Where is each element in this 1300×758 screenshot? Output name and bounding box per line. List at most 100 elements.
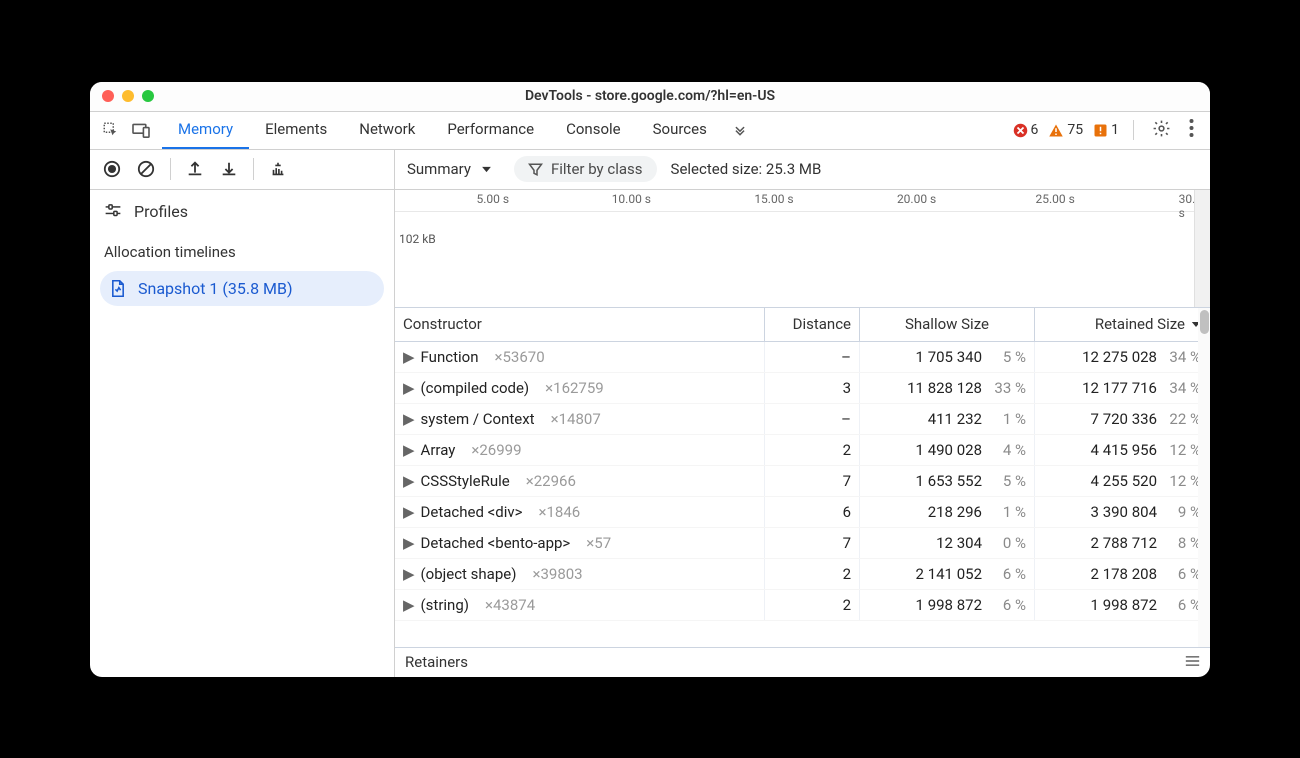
- constructor-name: (compiled code): [421, 379, 530, 397]
- shallow-size-cell: 218 2961 %: [860, 497, 1035, 527]
- view-dropdown[interactable]: Summary: [407, 160, 500, 178]
- table-row[interactable]: ▶CSSStyleRule×2296671 653 5525 %4 255 52…: [395, 466, 1210, 497]
- distance-cell: 3: [765, 373, 860, 403]
- clear-icon[interactable]: [132, 155, 160, 183]
- expand-icon[interactable]: ▶: [403, 596, 415, 614]
- allocation-timeline-chart[interactable]: 5.00 s10.00 s15.00 s20.00 s25.00 s30.00 …: [395, 190, 1210, 308]
- table-row[interactable]: ▶(string)×4387421 998 8726 %1 998 8726 %: [395, 590, 1210, 621]
- titlebar: DevTools - store.google.com/?hl=en-US: [90, 82, 1210, 112]
- minimize-window-icon[interactable]: [122, 90, 134, 102]
- shallow-size-cell: 11 828 12833 %: [860, 373, 1035, 403]
- table-scrollbar[interactable]: [1198, 308, 1210, 647]
- snapshot-item[interactable]: Snapshot 1 (35.8 MB): [100, 271, 384, 306]
- warning-count: 75: [1067, 122, 1083, 138]
- header-retained-label: Retained Size: [1095, 315, 1185, 333]
- shallow-size-cell: 12 3040 %: [860, 528, 1035, 558]
- shallow-size-cell: 2 141 0526 %: [860, 559, 1035, 589]
- retained-size-cell: 12 275 02834 %: [1035, 342, 1210, 372]
- shallow-size-cell: 1 490 0284 %: [860, 435, 1035, 465]
- tab-memory[interactable]: Memory: [162, 112, 249, 149]
- tab-elements[interactable]: Elements: [249, 112, 343, 149]
- expand-icon[interactable]: ▶: [403, 379, 415, 397]
- window-title: DevTools - store.google.com/?hl=en-US: [90, 88, 1210, 104]
- instance-count: ×39803: [532, 565, 582, 583]
- record-icon[interactable]: [98, 155, 126, 183]
- warning-count-badge[interactable]: 75: [1048, 122, 1083, 138]
- kebab-menu-icon[interactable]: [1185, 119, 1198, 141]
- view-dropdown-label: Summary: [407, 160, 471, 178]
- expand-icon[interactable]: ▶: [403, 472, 415, 490]
- tab-sources[interactable]: Sources: [637, 112, 723, 149]
- header-retained-size[interactable]: Retained Size: [1035, 308, 1210, 341]
- timeline-bars: [395, 212, 1192, 307]
- constructor-name: (object shape): [421, 565, 517, 583]
- tab-network[interactable]: Network: [343, 112, 431, 149]
- class-filter-placeholder: Filter by class: [551, 160, 643, 178]
- constructor-name: system / Context: [421, 410, 535, 428]
- snapshot-label: Snapshot 1 (35.8 MB): [138, 279, 293, 298]
- tab-console[interactable]: Console: [550, 112, 637, 149]
- expand-icon[interactable]: ▶: [403, 348, 415, 366]
- constructor-table: Constructor Distance Shallow Size Retain…: [395, 308, 1210, 647]
- distance-cell: 6: [765, 497, 860, 527]
- instance-count: ×53670: [494, 348, 544, 366]
- error-count-badge[interactable]: 6: [1013, 122, 1039, 138]
- timeline-scrollbar[interactable]: [1194, 190, 1210, 307]
- table-row[interactable]: ▶system / Context×14807–411 2321 %7 720 …: [395, 404, 1210, 435]
- tab-performance[interactable]: Performance: [431, 112, 550, 149]
- table-row[interactable]: ▶Function×53670–1 705 3405 %12 275 02834…: [395, 342, 1210, 373]
- save-profile-icon[interactable]: [215, 155, 243, 183]
- retainers-menu-icon[interactable]: [1185, 653, 1200, 671]
- settings-gear-icon[interactable]: [1148, 119, 1175, 142]
- expand-icon[interactable]: ▶: [403, 503, 415, 521]
- table-row[interactable]: ▶(compiled code)×162759311 828 12833 %12…: [395, 373, 1210, 404]
- shallow-size-cell: 411 2321 %: [860, 404, 1035, 434]
- retained-size-cell: 4 255 52012 %: [1035, 466, 1210, 496]
- constructor-name: Function: [421, 348, 479, 366]
- timeline-ruler: 5.00 s10.00 s15.00 s20.00 s25.00 s30.00 …: [395, 190, 1210, 212]
- constructor-name: Detached <div>: [421, 503, 523, 521]
- retained-size-cell: 2 788 7128 %: [1035, 528, 1210, 558]
- distance-cell: –: [765, 342, 860, 372]
- distance-cell: 2: [765, 435, 860, 465]
- devtools-window: DevTools - store.google.com/?hl=en-US Me…: [90, 82, 1210, 677]
- table-row[interactable]: ▶Array×2699921 490 0284 %4 415 95612 %: [395, 435, 1210, 466]
- instance-count: ×43874: [485, 596, 535, 614]
- inspect-element-icon[interactable]: [96, 112, 126, 149]
- zoom-window-icon[interactable]: [142, 90, 154, 102]
- main-panel: Summary Filter by class Selected size: 2…: [395, 150, 1210, 677]
- device-toolbar-icon[interactable]: [126, 112, 156, 149]
- constructor-name: Detached <bento-app>: [421, 534, 571, 552]
- issue-count-badge[interactable]: 1: [1093, 122, 1119, 138]
- instance-count: ×26999: [471, 441, 521, 459]
- expand-icon[interactable]: ▶: [403, 410, 415, 428]
- load-profile-icon[interactable]: [181, 155, 209, 183]
- timeline-tick: 15.00 s: [754, 192, 793, 206]
- instance-count: ×14807: [551, 410, 601, 428]
- retainers-panel-header[interactable]: Retainers: [395, 647, 1210, 677]
- expand-icon[interactable]: ▶: [403, 565, 415, 583]
- retained-size-cell: 3 390 8049 %: [1035, 497, 1210, 527]
- more-tabs-icon[interactable]: [723, 112, 757, 149]
- timeline-tick: 10.00 s: [612, 192, 651, 206]
- expand-icon[interactable]: ▶: [403, 441, 415, 459]
- file-icon: [110, 279, 126, 298]
- filter-icon: [528, 162, 543, 177]
- header-distance[interactable]: Distance: [765, 308, 860, 341]
- header-constructor[interactable]: Constructor: [395, 308, 765, 341]
- panel-tabs: MemoryElementsNetworkPerformanceConsoleS…: [90, 112, 1210, 150]
- table-row[interactable]: ▶(object shape)×3980322 141 0526 %2 178 …: [395, 559, 1210, 590]
- close-window-icon[interactable]: [102, 90, 114, 102]
- table-header-row: Constructor Distance Shallow Size Retain…: [395, 308, 1210, 342]
- retained-size-cell: 2 178 2086 %: [1035, 559, 1210, 589]
- header-shallow-size[interactable]: Shallow Size: [860, 308, 1035, 341]
- table-row[interactable]: ▶Detached <div>×18466218 2961 %3 390 804…: [395, 497, 1210, 528]
- sidebar: Profiles Allocation timelines Snapshot 1…: [90, 150, 395, 677]
- instance-count: ×57: [586, 534, 611, 552]
- garbage-collect-icon[interactable]: [264, 155, 292, 183]
- profiles-header[interactable]: Profiles: [90, 190, 394, 229]
- issue-count: 1: [1111, 122, 1119, 138]
- table-row[interactable]: ▶Detached <bento-app>×57712 3040 %2 788 …: [395, 528, 1210, 559]
- expand-icon[interactable]: ▶: [403, 534, 415, 552]
- class-filter-input[interactable]: Filter by class: [514, 156, 657, 182]
